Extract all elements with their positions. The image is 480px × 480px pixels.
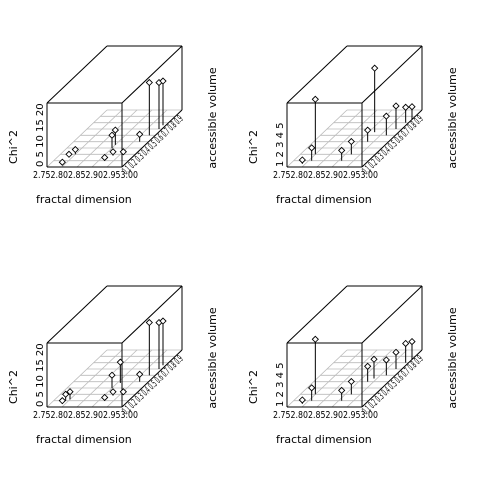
grid-line — [106, 349, 168, 408]
data-point — [108, 131, 116, 139]
data-point — [145, 78, 153, 87]
data-point — [364, 126, 372, 134]
chart-panel-3: 0 5 10 15 20 Chi^2 2.752.802.852.902.953.0… — [7, 285, 219, 446]
data-point — [408, 337, 416, 346]
box-edge — [121, 285, 183, 344]
data-point — [145, 318, 153, 327]
data-point — [308, 384, 316, 392]
box-edge — [46, 285, 108, 344]
grid-line — [286, 109, 348, 168]
data-point — [65, 150, 73, 158]
x-tick-labels: 2.752.802.852.902.953.00 — [33, 410, 138, 421]
box-edge — [286, 285, 348, 344]
box-edge — [121, 349, 183, 408]
box-edge — [46, 45, 108, 104]
box-edge — [121, 109, 183, 168]
data-point — [58, 158, 66, 166]
box-edge — [121, 45, 183, 104]
data-point — [111, 126, 119, 134]
data-point — [347, 137, 355, 146]
data-point — [392, 348, 400, 356]
grid-line — [46, 109, 108, 168]
x-tick-labels: 2.752.802.852.902.953.00 — [273, 410, 378, 421]
z-tick-labels: 1 2 3 4 5 — [275, 362, 286, 407]
data-point — [338, 146, 346, 155]
data-point — [298, 156, 306, 164]
data-point — [101, 153, 109, 162]
chart-panel-2: 1 2 3 4 5 Chi^2 2.752.802.852.902.953.00 fr… — [247, 45, 459, 206]
data-point — [136, 130, 144, 138]
grid-line — [61, 349, 123, 408]
data-point — [370, 355, 378, 363]
data-point — [101, 393, 109, 402]
data-point — [136, 370, 144, 378]
data-point — [58, 396, 66, 405]
data-point — [371, 64, 379, 72]
z-axis-label: Chi^2 — [7, 130, 20, 164]
box-edge — [361, 285, 423, 344]
z-tick-labels: 0 5 10 15 20 — [35, 103, 46, 167]
y-axis-label: accessible volume — [206, 67, 219, 168]
data-point — [159, 77, 167, 85]
data-point — [119, 148, 127, 156]
data-point — [109, 148, 117, 156]
grid-line — [301, 109, 363, 168]
data-point — [66, 388, 74, 396]
chart-panel-4: 1 2 3 4 5 Chi^2 2.752.802.852.902.953.00 fr… — [247, 285, 459, 446]
x-tick-labels: 2.752.802.852.902.953.00 — [33, 170, 138, 181]
y-axis-label: accessible volume — [446, 307, 459, 408]
x-tick-labels: 2.752.802.852.902.953.00 — [273, 170, 378, 181]
data-point — [338, 386, 346, 395]
data-point — [109, 388, 117, 396]
data-point — [311, 335, 319, 343]
data-point — [347, 377, 355, 386]
z-tick-labels: 1 2 3 4 5 — [275, 122, 286, 167]
x-axis-label: fractal dimension — [36, 433, 132, 446]
z-axis-label: Chi^2 — [7, 370, 20, 404]
y-axis-label: accessible volume — [206, 307, 219, 408]
data-point — [364, 362, 372, 370]
grid-line — [76, 349, 138, 408]
y-axis-label: accessible volume — [446, 67, 459, 168]
data-point — [382, 112, 390, 120]
data-point — [298, 396, 306, 404]
grid-line — [46, 349, 108, 408]
data-point — [119, 388, 127, 396]
data-point — [402, 339, 410, 348]
grid-line — [301, 349, 363, 408]
z-axis-label: Chi^2 — [247, 130, 260, 164]
grid-line — [316, 109, 378, 168]
data-point — [311, 95, 319, 103]
x-axis-label: fractal dimension — [276, 433, 372, 446]
grid-line — [76, 109, 138, 168]
data-point — [116, 358, 124, 366]
data-point — [108, 371, 116, 379]
box-edge — [286, 45, 348, 104]
data-point — [408, 103, 416, 111]
grid-line — [106, 109, 168, 168]
x-axis-label: fractal dimension — [36, 193, 132, 206]
data-point — [402, 103, 410, 111]
data-point — [382, 356, 390, 364]
z-axis-label: Chi^2 — [247, 370, 260, 404]
data-point — [159, 317, 167, 325]
grid-line — [316, 349, 378, 408]
data-point — [71, 145, 79, 154]
data-point — [62, 390, 70, 398]
grid-line — [61, 109, 123, 168]
data-point — [308, 144, 316, 152]
grid-line — [286, 349, 348, 408]
grid-line — [346, 109, 408, 168]
grid-line — [346, 349, 408, 408]
box-edge — [361, 45, 423, 104]
data-point — [392, 102, 400, 110]
z-tick-labels: 0 5 10 15 20 — [35, 343, 46, 407]
chart-panel-1: 0 5 10 15 20 Chi^2 2.752.802.852.902.953.0… — [7, 45, 219, 206]
x-axis-label: fractal dimension — [276, 193, 372, 206]
